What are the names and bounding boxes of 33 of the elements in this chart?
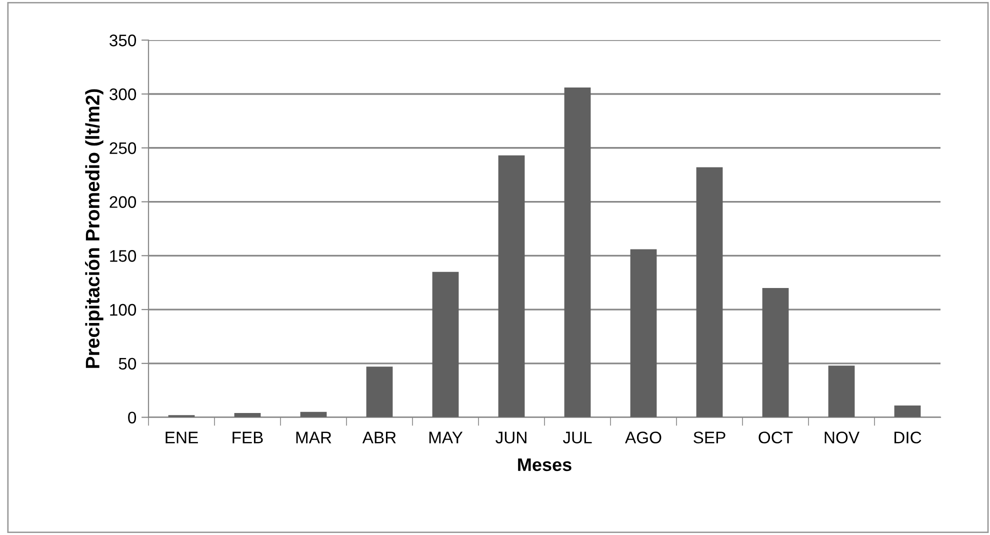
bar (498, 155, 525, 418)
bar (564, 88, 591, 418)
y-tick-label: 100 (110, 304, 136, 316)
bar (234, 412, 261, 418)
y-tick-label: 0 (128, 412, 136, 424)
x-tick-label: NOV (824, 432, 860, 444)
x-tick-label: JUN (496, 432, 526, 444)
bar (696, 167, 723, 418)
y-axis-title: Precipitación Promedio (lt/m2) (85, 89, 104, 368)
bar (894, 405, 921, 418)
y-tick-label: 200 (110, 196, 136, 208)
x-axis-title: Meses (518, 458, 572, 472)
bar (366, 366, 393, 418)
y-tick-label: 150 (110, 250, 136, 262)
y-tick-label: 350 (110, 34, 136, 46)
y-tick-label: 250 (110, 142, 136, 154)
bar (300, 412, 327, 418)
x-tick-label: ENE (166, 432, 198, 444)
x-tick-label: FEB (232, 432, 263, 444)
x-tick-label: ABR (362, 432, 396, 444)
x-tick-label: SEP (694, 432, 726, 444)
x-tick-label: DIC (894, 432, 922, 444)
bar (432, 272, 459, 418)
x-tick-label: OCT (758, 432, 793, 444)
x-tick-label: MAR (296, 432, 332, 444)
bar (828, 366, 855, 418)
x-tick-label: AGO (625, 432, 662, 444)
x-tick-label: MAY (429, 432, 463, 444)
bar (762, 288, 789, 418)
bar (630, 249, 657, 418)
x-tick-label: JUL (562, 432, 592, 444)
y-tick-label: 50 (118, 358, 136, 370)
y-tick-label: 300 (110, 88, 136, 100)
